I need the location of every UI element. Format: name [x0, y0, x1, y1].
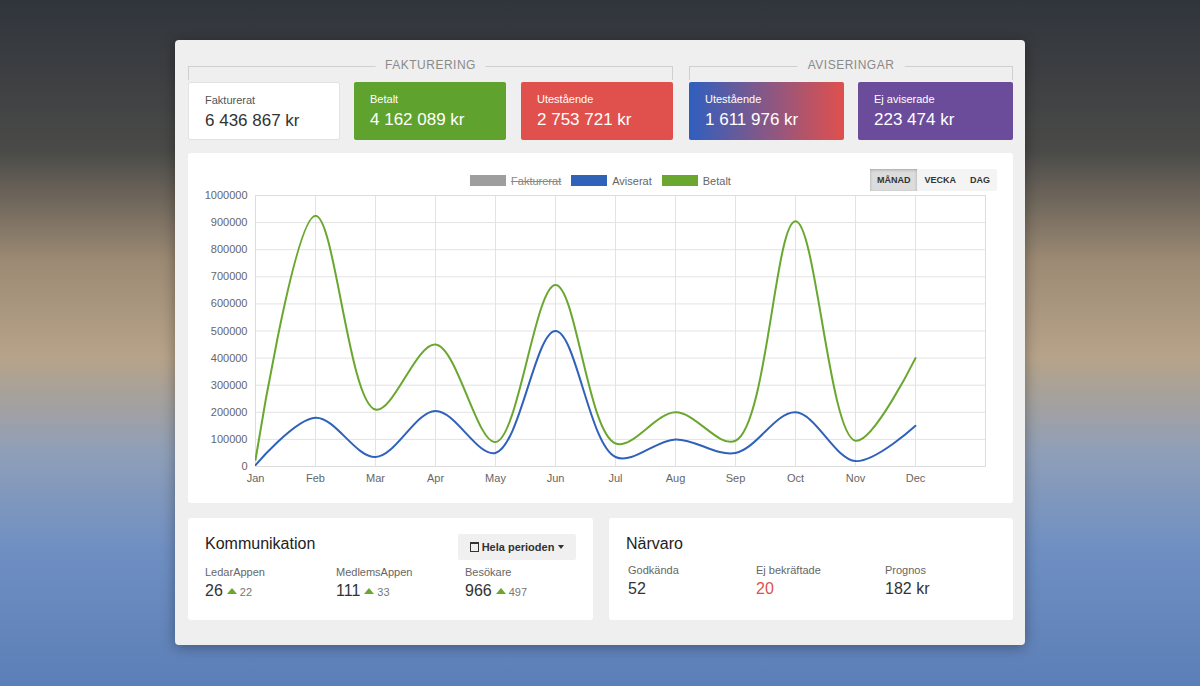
svg-text:600000: 600000	[211, 297, 248, 309]
html-text:223 474 kr: 223 474 kr	[874, 110, 955, 129]
svg-text:900000: 900000	[211, 216, 248, 228]
svg-text:Jul: Jul	[608, 472, 622, 484]
svg-text:Apr: Apr	[427, 472, 444, 484]
html-text:2 753 721 kr: 2 753 721 kr	[537, 110, 632, 129]
html-text:MÅNAD: MÅNAD	[877, 175, 911, 185]
svg-text:800000: 800000	[211, 243, 248, 255]
html-text:Fakturerat: Fakturerat	[511, 175, 562, 188]
html-text:111: 111	[336, 582, 361, 599]
html-text:Fakturerat: Fakturerat	[205, 94, 256, 106]
svg-text:700000: 700000	[211, 270, 248, 282]
html-text:Besökare: Besökare	[465, 566, 512, 578]
svg-text:Feb: Feb	[306, 472, 325, 484]
svg-text:0: 0	[241, 460, 247, 472]
svg-text:Sep: Sep	[726, 472, 746, 484]
svg-text:Oct: Oct	[787, 472, 804, 484]
svg-text:200000: 200000	[211, 406, 248, 418]
svg-text:May: May	[485, 472, 506, 484]
html-text:52: 52	[628, 580, 646, 597]
html-text:Kommunikation: Kommunikation	[205, 535, 316, 552]
html-text:LedarAppen: LedarAppen	[205, 566, 265, 578]
html-text:182 kr: 182 kr	[885, 580, 930, 597]
html-text:4 162 089 kr: 4 162 089 kr	[370, 110, 465, 129]
svg-text:Jan: Jan	[247, 472, 265, 484]
html-text:497: 497	[508, 586, 528, 598]
html-text:Utestående: Utestående	[537, 93, 594, 105]
svg-text:500000: 500000	[211, 325, 248, 337]
html-text:AVISERINGAR: AVISERINGAR	[807, 58, 895, 72]
svg-text:100000: 100000	[211, 433, 248, 445]
html-text:Aviserat: Aviserat	[612, 175, 652, 188]
svg-text:Dec: Dec	[906, 472, 926, 484]
svg-text:Aug: Aug	[666, 472, 686, 484]
html-text:Prognos: Prognos	[885, 564, 926, 576]
html-text:VECKA: VECKA	[924, 175, 956, 185]
html-text:Utestående: Utestående	[705, 93, 762, 105]
html-text:FAKTURERING: FAKTURERING	[385, 58, 476, 72]
html-text:Närvaro: Närvaro	[626, 535, 683, 552]
html-text:MedlemsAppen: MedlemsAppen	[336, 566, 413, 578]
html-text:20: 20	[756, 580, 774, 597]
html-text:DAG: DAG	[970, 175, 990, 185]
html-text:33: 33	[377, 586, 390, 598]
svg-text:Mar: Mar	[366, 472, 385, 484]
html-text:26: 26	[205, 582, 223, 599]
html-text:22: 22	[239, 586, 252, 598]
html-text:Ej aviserade: Ej aviserade	[874, 93, 935, 105]
svg-text:1000000: 1000000	[205, 189, 248, 201]
html-text:Betalt: Betalt	[702, 175, 731, 188]
html-text:966: 966	[465, 582, 492, 599]
html-text:6 436 867 kr: 6 436 867 kr	[205, 111, 300, 130]
svg-text:Jun: Jun	[547, 472, 565, 484]
html-text:Ej bekräftade: Ej bekräftade	[756, 564, 821, 576]
svg-text:400000: 400000	[211, 352, 248, 364]
html-text:Hela perioden: Hela perioden	[481, 541, 555, 553]
html-text:Godkända: Godkända	[628, 564, 679, 576]
svg-text:300000: 300000	[211, 379, 248, 391]
svg-text:Nov: Nov	[846, 472, 866, 484]
html-text:1 611 976 kr: 1 611 976 kr	[705, 110, 799, 129]
html-text:Betalt: Betalt	[370, 93, 399, 105]
